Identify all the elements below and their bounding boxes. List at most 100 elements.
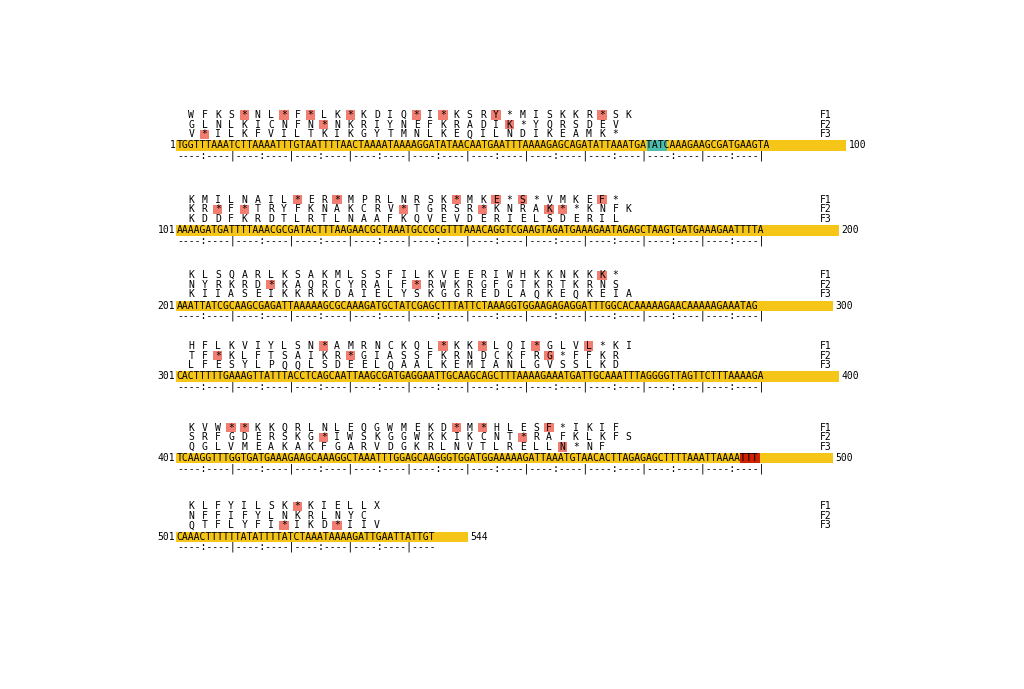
Text: N: N bbox=[242, 195, 248, 205]
Text: G: G bbox=[534, 360, 539, 370]
Text: F2: F2 bbox=[820, 351, 831, 360]
Text: L: L bbox=[427, 130, 433, 139]
Bar bbox=[226, 423, 236, 432]
Text: L: L bbox=[308, 360, 313, 370]
Text: A: A bbox=[374, 214, 380, 224]
Text: *: * bbox=[295, 501, 300, 511]
Bar bbox=[319, 120, 329, 130]
Bar bbox=[505, 120, 514, 130]
Text: ----:----|----:----|----:----|----:----|----:----|----:----|----:----|----:----|: ----:----|----:----|----:----|----:----|… bbox=[177, 463, 764, 474]
Text: *: * bbox=[480, 422, 485, 433]
Text: L: L bbox=[215, 341, 221, 351]
Text: M: M bbox=[334, 270, 340, 280]
Text: A: A bbox=[534, 205, 539, 214]
Text: T: T bbox=[268, 351, 273, 360]
Text: I: I bbox=[507, 214, 512, 224]
Text: L: L bbox=[387, 280, 393, 290]
Text: F: F bbox=[202, 351, 208, 360]
Text: *: * bbox=[572, 205, 579, 214]
Text: T: T bbox=[520, 280, 525, 290]
Text: G: G bbox=[546, 351, 552, 360]
Text: ----:----|----:----|----:----|----:----|----:----|----:----|----:----|----:----|: ----:----|----:----|----:----|----:----|… bbox=[177, 382, 764, 392]
Text: D: D bbox=[268, 214, 273, 224]
Text: F: F bbox=[202, 511, 208, 521]
Text: K: K bbox=[572, 432, 579, 442]
Bar bbox=[293, 195, 302, 205]
Bar bbox=[293, 502, 302, 511]
Text: Q: Q bbox=[400, 110, 407, 120]
Text: S: S bbox=[282, 351, 287, 360]
Text: K: K bbox=[454, 341, 460, 351]
Text: *: * bbox=[308, 110, 313, 120]
Text: H: H bbox=[494, 422, 499, 433]
Bar bbox=[346, 351, 355, 360]
Text: N: N bbox=[321, 422, 327, 433]
Text: Y: Y bbox=[374, 130, 380, 139]
Text: C: C bbox=[360, 511, 367, 521]
Text: I: I bbox=[534, 110, 539, 120]
Text: R: R bbox=[268, 205, 273, 214]
Text: V: V bbox=[242, 341, 248, 351]
Text: Y: Y bbox=[387, 120, 393, 130]
Bar bbox=[176, 453, 833, 464]
Bar bbox=[240, 205, 249, 214]
Text: A: A bbox=[334, 205, 340, 214]
Text: R: R bbox=[480, 110, 485, 120]
Text: Q: Q bbox=[534, 289, 539, 300]
Bar bbox=[319, 342, 329, 351]
Text: G: G bbox=[427, 205, 433, 214]
Text: M: M bbox=[242, 442, 248, 452]
Text: E: E bbox=[480, 214, 485, 224]
Text: F: F bbox=[427, 120, 433, 130]
Text: G: G bbox=[188, 120, 195, 130]
Text: K: K bbox=[414, 442, 420, 452]
Text: I: I bbox=[215, 195, 221, 205]
Text: N: N bbox=[414, 130, 420, 139]
Text: I: I bbox=[480, 130, 485, 139]
Text: Y: Y bbox=[255, 511, 260, 521]
Text: E: E bbox=[559, 289, 565, 300]
Text: *: * bbox=[440, 341, 446, 351]
Text: L: L bbox=[255, 360, 260, 370]
Text: R: R bbox=[295, 422, 300, 433]
Text: R: R bbox=[612, 351, 618, 360]
Text: K: K bbox=[427, 422, 433, 433]
Text: K: K bbox=[282, 501, 287, 511]
Text: E: E bbox=[454, 270, 460, 280]
Bar bbox=[412, 110, 421, 120]
Text: R: R bbox=[215, 280, 221, 290]
Text: K: K bbox=[427, 270, 433, 280]
Text: K: K bbox=[599, 270, 605, 280]
Text: D: D bbox=[480, 351, 485, 360]
Text: V: V bbox=[374, 520, 380, 531]
Text: Q: Q bbox=[228, 270, 234, 280]
Bar bbox=[280, 521, 289, 530]
Text: V: V bbox=[546, 360, 552, 370]
Text: K: K bbox=[599, 130, 605, 139]
Text: A: A bbox=[360, 214, 367, 224]
Text: R: R bbox=[360, 280, 367, 290]
Text: 101: 101 bbox=[158, 225, 175, 235]
Text: I: I bbox=[612, 289, 618, 300]
Text: E: E bbox=[255, 432, 260, 442]
Text: L: L bbox=[586, 432, 592, 442]
Bar bbox=[478, 205, 487, 214]
Bar bbox=[531, 342, 541, 351]
Text: N: N bbox=[400, 120, 407, 130]
Text: E: E bbox=[215, 360, 221, 370]
Text: Q: Q bbox=[308, 280, 313, 290]
Text: L: L bbox=[334, 422, 340, 433]
Text: R: R bbox=[268, 432, 273, 442]
Text: G: G bbox=[454, 289, 460, 300]
Text: I: I bbox=[255, 341, 260, 351]
Text: R: R bbox=[440, 205, 446, 214]
Text: E: E bbox=[440, 214, 446, 224]
Text: *: * bbox=[334, 195, 340, 205]
Bar bbox=[597, 195, 606, 205]
Text: L: L bbox=[347, 501, 353, 511]
Text: L: L bbox=[321, 511, 327, 521]
Text: E: E bbox=[454, 360, 460, 370]
Bar bbox=[597, 271, 606, 280]
Bar bbox=[597, 110, 606, 120]
Text: Q: Q bbox=[414, 341, 420, 351]
